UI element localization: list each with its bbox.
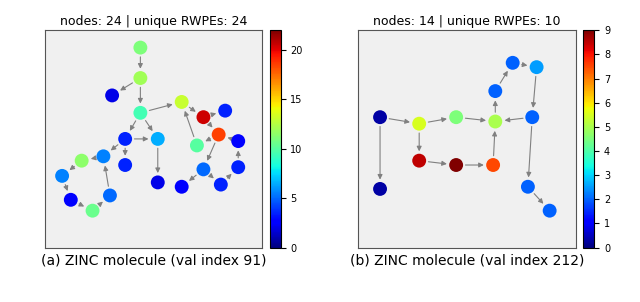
Title: nodes: 14 | unique RWPEs: 10: nodes: 14 | unique RWPEs: 10 (373, 14, 561, 28)
Point (233, 139, 243, 143)
Point (414, 121, 424, 126)
Point (508, 60, 518, 65)
Point (214, 132, 224, 137)
Point (57, 173, 67, 178)
Point (523, 184, 533, 189)
Point (88, 208, 98, 213)
Point (527, 115, 538, 120)
Point (99, 154, 109, 159)
Point (375, 115, 385, 120)
Point (531, 65, 541, 69)
Point (135, 45, 145, 50)
X-axis label: (b) ZINC molecule (val index 212): (b) ZINC molecule (val index 212) (350, 253, 584, 267)
Point (120, 162, 131, 167)
Point (177, 100, 187, 104)
X-axis label: (a) ZINC molecule (val index 91): (a) ZINC molecule (val index 91) (41, 253, 266, 267)
Point (198, 115, 209, 120)
Point (120, 137, 131, 141)
Point (220, 108, 230, 113)
Point (545, 208, 555, 213)
Point (135, 76, 145, 80)
Point (153, 137, 163, 141)
Point (233, 165, 243, 170)
Point (192, 143, 202, 148)
Point (198, 167, 209, 172)
Point (488, 162, 498, 167)
Point (451, 162, 461, 167)
Point (153, 180, 163, 185)
Point (490, 89, 500, 94)
Point (105, 193, 115, 198)
Point (490, 119, 500, 124)
Point (107, 93, 117, 98)
Point (414, 158, 424, 163)
Point (216, 182, 226, 187)
Point (66, 198, 76, 202)
Point (77, 158, 87, 163)
Title: nodes: 24 | unique RWPEs: 24: nodes: 24 | unique RWPEs: 24 (60, 14, 247, 28)
Point (375, 187, 385, 191)
Point (177, 184, 187, 189)
Point (135, 111, 145, 115)
Point (451, 115, 461, 120)
